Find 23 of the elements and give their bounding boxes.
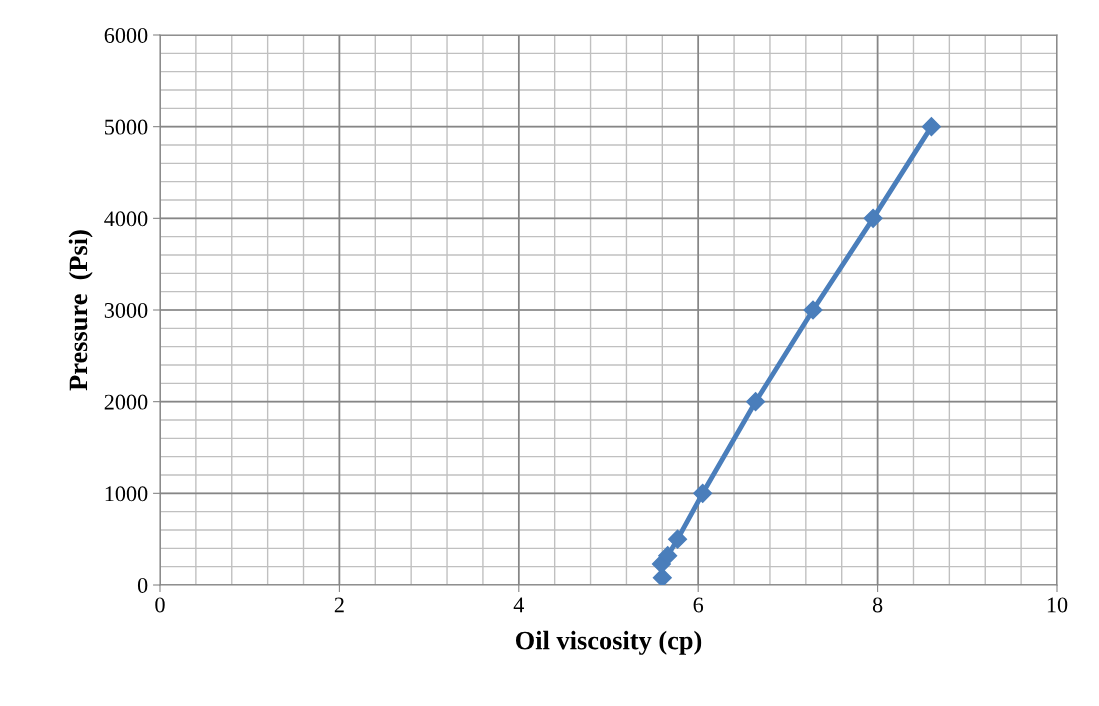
point (921, 117, 941, 137)
x-tick-label: 10 (1047, 597, 1068, 613)
x-tick-label: 4 (513, 597, 525, 613)
y-tick-label: 1000 (105, 486, 148, 502)
y-tick-label: 5000 (105, 119, 148, 135)
y-tick-label: 3000 (104, 302, 148, 318)
y-tick-label: 4000 (104, 211, 148, 227)
point (803, 300, 823, 320)
x-tick-label: 2 (334, 597, 344, 613)
y-tick-label: 6000 (104, 27, 148, 43)
y-axis-title: Pressure (Psi) (68, 230, 93, 391)
point (693, 483, 713, 503)
x-tick-label: 0 (155, 597, 165, 613)
point (658, 546, 678, 566)
y-tick-label: 0 (137, 577, 148, 593)
x-tick-label: 6 (693, 597, 704, 613)
point (863, 208, 883, 228)
y-tick-label: 2000 (104, 394, 148, 410)
x-tick-label: 8 (872, 597, 883, 613)
point (746, 392, 766, 412)
point (652, 568, 672, 585)
x-axis-title: Oil viscosity (cp) (515, 630, 702, 655)
point (668, 529, 688, 549)
